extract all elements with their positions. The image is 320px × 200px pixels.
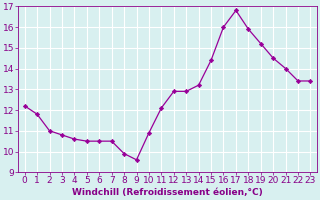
X-axis label: Windchill (Refroidissement éolien,°C): Windchill (Refroidissement éolien,°C) xyxy=(72,188,263,197)
